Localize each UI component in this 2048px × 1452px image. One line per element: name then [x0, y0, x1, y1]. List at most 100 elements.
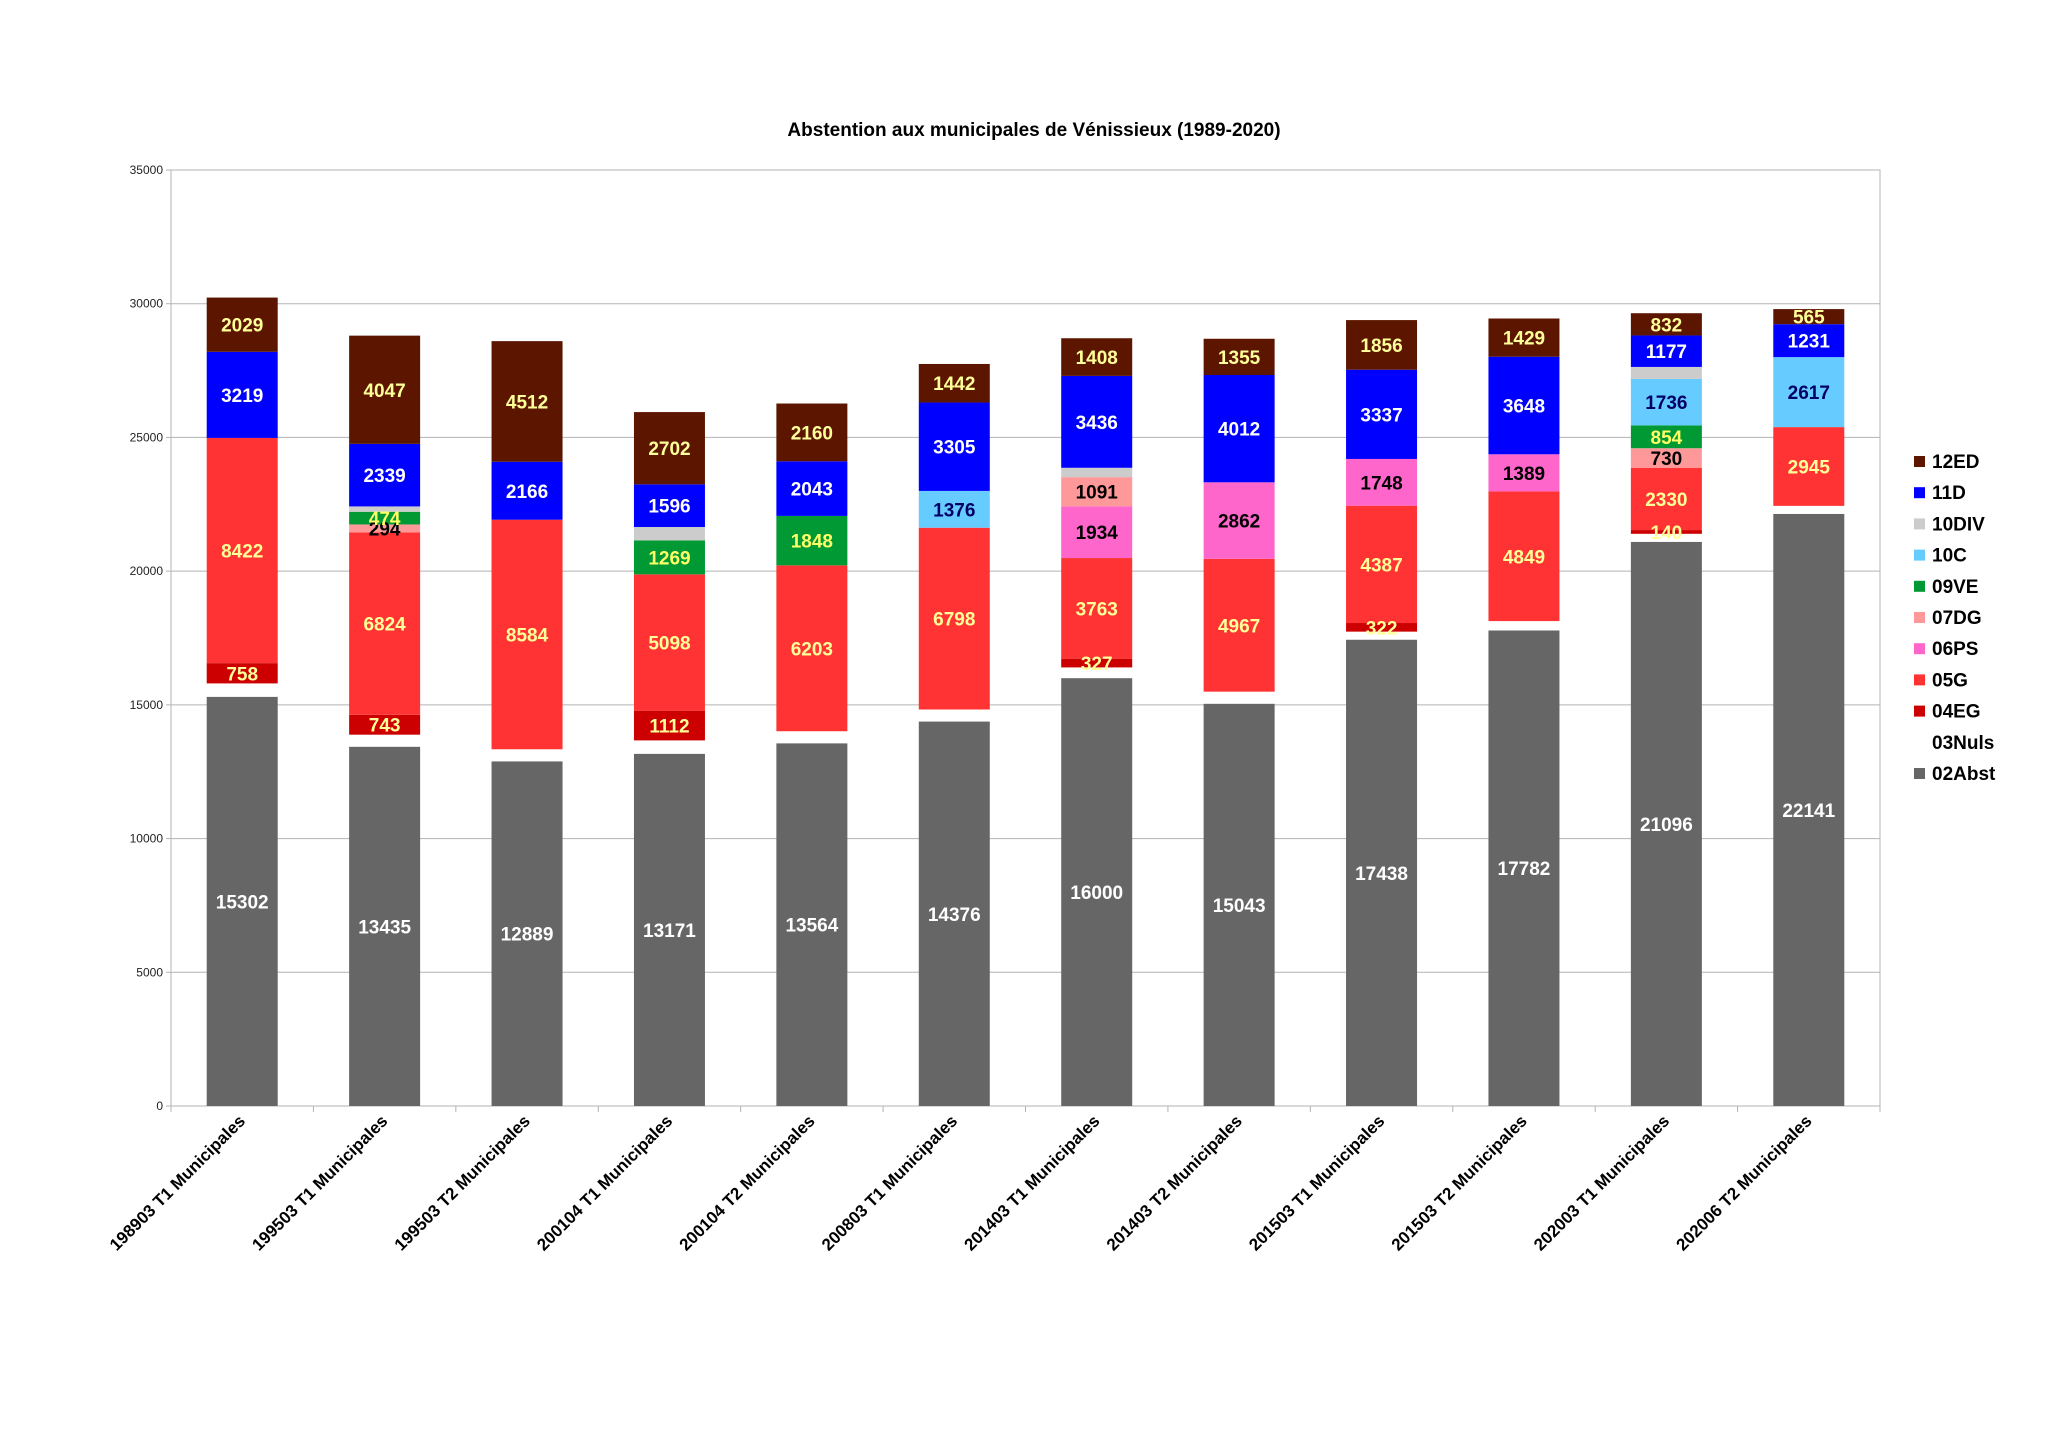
bar-segment-04eg	[1061, 658, 1133, 668]
bar-segment-12ed	[1773, 309, 1845, 325]
grid-layer	[170, 169, 1881, 1107]
data-label: 832	[1651, 315, 1683, 336]
data-label: 14376	[928, 905, 981, 926]
bar-segment-02abst	[1488, 630, 1560, 1106]
y-tick-label: 25000	[130, 430, 164, 444]
legend-label-10div: 10DIV	[1932, 514, 1985, 535]
data-label: 4849	[1503, 547, 1545, 568]
bar-segment-03nuls	[918, 709, 990, 722]
chart-title: Abstention aux municipales de Vénissieux…	[787, 120, 1280, 141]
legend-swatch-04eg	[1914, 705, 1925, 717]
y-tick-label: 0	[156, 1099, 163, 1113]
bar-segment-06ps	[1061, 506, 1133, 559]
data-label: 1856	[1360, 336, 1402, 357]
bar-segment-11d	[1203, 375, 1275, 483]
bar-segment-03nuls	[633, 740, 705, 754]
data-label: 1736	[1645, 393, 1687, 414]
data-label: 854	[1651, 428, 1683, 449]
legend-label-10c: 10C	[1932, 546, 1967, 567]
bar-segment-10div	[1630, 366, 1702, 379]
x-tick-label: 201403 T2 Municipales	[1103, 1111, 1246, 1254]
bar-segment-06ps	[1203, 482, 1275, 559]
bar-segment-03nuls	[776, 731, 848, 744]
bar-segment-11d	[1773, 324, 1845, 358]
legend-swatch-11d	[1914, 487, 1925, 499]
bar-segment-05g	[1061, 558, 1133, 659]
bar-segment-12ed	[1488, 318, 1560, 357]
bar-segment-11d	[491, 461, 563, 520]
data-label: 2166	[506, 482, 548, 503]
bar-segment-10div	[633, 527, 705, 541]
data-label: 2862	[1218, 512, 1260, 533]
bar-segment-10c	[1773, 357, 1845, 428]
bar-segment-09ve	[349, 511, 421, 525]
bar-segment-02abst	[491, 761, 563, 1106]
data-label: 4012	[1218, 420, 1260, 441]
data-label: 6798	[933, 610, 975, 631]
bar-segment-05g	[633, 574, 705, 711]
x-tick-label: 199503 T2 Municipales	[391, 1111, 534, 1254]
data-label: 17438	[1355, 864, 1408, 885]
data-label: 15043	[1213, 896, 1266, 917]
bar-segment-11d	[918, 402, 990, 491]
data-label: 1112	[649, 717, 689, 738]
bar-segment-11d	[1488, 356, 1560, 455]
data-label: 3763	[1076, 599, 1118, 620]
data-label: 2330	[1645, 490, 1687, 511]
data-label: 1355	[1218, 348, 1261, 369]
data-label: 2617	[1788, 383, 1830, 404]
bar-segment-05g	[1203, 558, 1275, 692]
bar-segment-10c	[1630, 378, 1702, 426]
data-label: 565	[1793, 308, 1825, 329]
legend-swatch-02abst	[1914, 768, 1925, 779]
data-label: 1596	[648, 497, 690, 518]
data-label: 3219	[221, 386, 263, 407]
bar-segment-03nuls	[349, 734, 421, 747]
bar-segment-12ed	[491, 341, 563, 462]
data-label: 4387	[1360, 555, 1402, 576]
data-label: 2945	[1788, 457, 1831, 478]
bar-segment-10c	[918, 490, 990, 528]
data-label: 730	[1651, 449, 1683, 470]
data-label: 1934	[1076, 523, 1119, 544]
data-label: 4967	[1218, 616, 1260, 637]
data-label: 3337	[1360, 405, 1402, 426]
bar-segment-02abst	[1630, 541, 1702, 1106]
legend-swatch-12ed	[1914, 456, 1925, 467]
bar-segment-05g	[776, 565, 848, 732]
y-tick-label: 5000	[136, 965, 163, 979]
legend-label-03nuls: 03Nuls	[1932, 733, 1994, 754]
bar-segment-11d	[206, 351, 278, 438]
legend-label-06ps: 06PS	[1932, 639, 1978, 660]
legend-swatch-10div	[1914, 518, 1925, 530]
bar-segment-07dg	[349, 524, 421, 533]
data-label: 474	[369, 509, 401, 530]
x-tick-label: 200104 T2 Municipales	[676, 1111, 819, 1254]
data-label: 2043	[791, 480, 833, 501]
data-label: 2339	[363, 466, 405, 487]
data-label: 15302	[216, 892, 269, 913]
legend-swatch-09ve	[1914, 580, 1925, 592]
bar-segment-05g	[1488, 491, 1560, 622]
data-label: 1748	[1360, 473, 1402, 494]
data-label: 22141	[1782, 801, 1835, 822]
bar-segment-02abst	[633, 753, 705, 1106]
data-label: 758	[226, 664, 258, 685]
bar-segment-02abst	[776, 743, 848, 1106]
bar-segment-03nuls	[1346, 631, 1418, 640]
bar-segment-04eg	[633, 710, 705, 741]
bar-segment-03nuls	[1203, 691, 1275, 704]
data-label: 322	[1366, 618, 1398, 639]
data-label: 4047	[363, 381, 405, 402]
bar-segment-05g	[1773, 427, 1845, 506]
x-tick-label: 200803 T1 Municipales	[818, 1111, 961, 1254]
bar-segment-12ed	[1346, 320, 1418, 370]
bar-segment-05g	[1630, 467, 1702, 531]
bar-segment-12ed	[633, 412, 705, 485]
bar-segment-09ve	[1630, 425, 1702, 449]
data-label: 6824	[363, 615, 406, 636]
data-label: 8422	[221, 542, 263, 563]
y-tick-label: 30000	[130, 297, 164, 311]
bar-segment-12ed	[1203, 338, 1275, 376]
